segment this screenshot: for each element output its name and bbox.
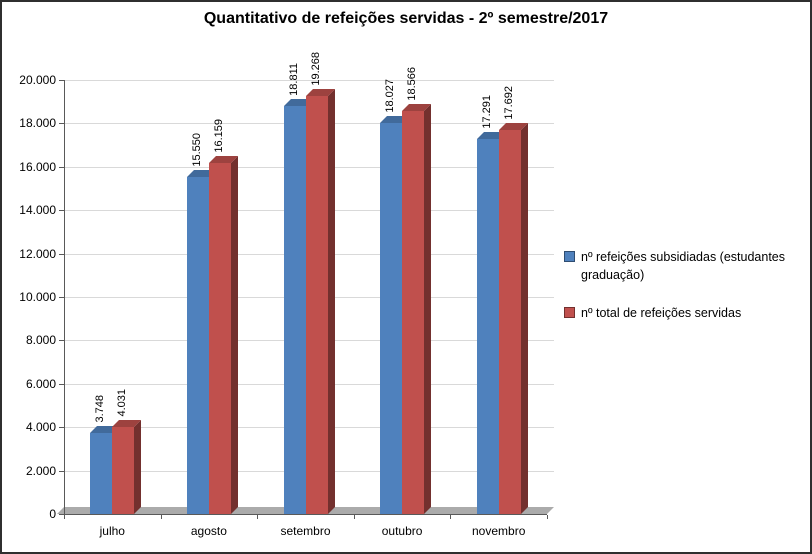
y-axis-tick [59, 253, 64, 255]
chart-title: Quantitativo de refeições servidas - 2º … [203, 10, 609, 27]
bar [209, 163, 231, 514]
bar [187, 177, 209, 514]
x-axis-tick [64, 515, 65, 519]
legend-item: nº refeições subsidiadas (estudantes gra… [564, 248, 810, 284]
x-axis-tick [354, 515, 355, 519]
y-tick-label: 2.000 [25, 463, 56, 478]
bar-value-label: 15.550 [191, 133, 203, 167]
x-axis-line [64, 514, 547, 515]
y-tick-label: 0 [49, 507, 56, 521]
y-tick-label: 10.000 [19, 290, 56, 304]
y-axis-tick [59, 427, 64, 429]
y-axis-tick [59, 383, 64, 385]
bar-value-label: 17.692 [503, 86, 515, 120]
y-tick-label: 4.000 [25, 420, 56, 435]
y-axis-tick [59, 166, 64, 168]
legend-swatch [564, 307, 575, 319]
x-category-label: julho [99, 524, 125, 538]
y-tick-label: 18.000 [19, 116, 56, 131]
y-tick-label: 20.000 [19, 73, 56, 87]
bar-value-label: 19.268 [310, 52, 322, 86]
y-axis-tick [59, 123, 64, 125]
x-category-label: novembro [472, 524, 526, 538]
y-axis-tick [59, 470, 64, 472]
y-axis-tick [59, 340, 64, 342]
x-category-label: agosto [190, 524, 227, 538]
y-axis-tick [59, 80, 64, 81]
bar [380, 123, 402, 514]
legend-label: nº total de refeições servidas [581, 306, 742, 321]
y-axis-tick [59, 514, 64, 515]
y-tick-label: 12.000 [19, 246, 56, 261]
bar-value-label: 16.159 [213, 119, 225, 153]
bar [90, 433, 112, 514]
bar [499, 130, 521, 514]
bar-value-label: 17.291 [481, 95, 493, 129]
y-axis-line [64, 80, 65, 514]
legend-label: nº refeições subsidiadas (estudantes gra… [581, 250, 785, 283]
y-axis-tick [59, 210, 64, 212]
bar [284, 106, 306, 514]
legend-swatch [564, 251, 575, 262]
bar-value-label: 18.811 [288, 63, 300, 96]
y-axis-tick [59, 297, 64, 298]
bar-value-label: 3.748 [94, 395, 106, 423]
bar-value-label: 18.027 [384, 79, 396, 113]
x-axis-tick [450, 515, 451, 519]
bar [402, 111, 424, 514]
bar [306, 96, 328, 514]
bar [112, 427, 134, 514]
bar [477, 139, 499, 514]
x-category-label: outubro [381, 524, 423, 538]
y-tick-label: 14.000 [19, 203, 56, 218]
x-category-label: setembro [280, 524, 331, 538]
legend: nº refeições subsidiadas (estudantes gra… [564, 248, 810, 342]
x-axis-tick [257, 515, 258, 519]
x-axis-tick [161, 515, 162, 519]
y-tick-label: 6.000 [25, 376, 56, 391]
bar-value-label: 18.566 [406, 67, 418, 101]
gridline [65, 80, 554, 81]
y-tick-label: 16.000 [19, 159, 56, 174]
bar-value-label: 4.031 [116, 389, 128, 417]
legend-item: nº total de refeições servidas [564, 304, 810, 322]
y-tick-label: 8.000 [25, 333, 56, 348]
x-axis-tick [547, 515, 548, 519]
